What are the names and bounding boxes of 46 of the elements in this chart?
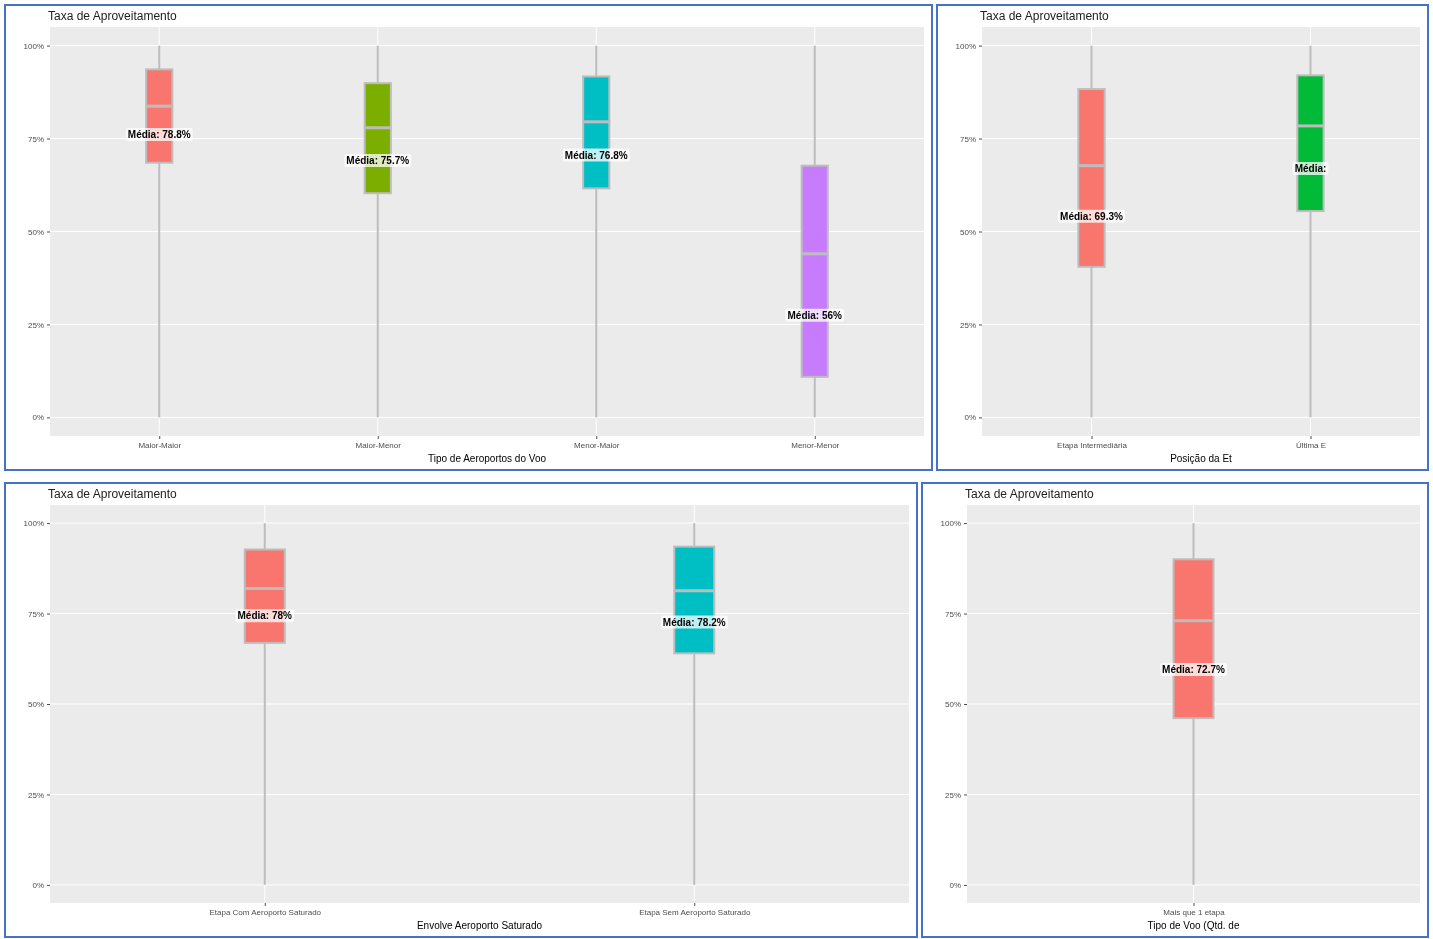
x-tick-label: Mais que 1 etapa bbox=[1163, 907, 1226, 917]
y-tick-label: 50% bbox=[959, 227, 976, 237]
y-tick-label: 100% bbox=[940, 519, 961, 529]
x-tick-label: Menor-Menor bbox=[791, 440, 840, 450]
y-tick-label: 50% bbox=[944, 700, 961, 710]
x-axis-title: Envolve Aeroporto Saturado bbox=[416, 920, 543, 931]
y-tick-label: 0% bbox=[32, 413, 44, 423]
y-tick-label: 75% bbox=[959, 134, 976, 144]
y-tick-label: 25% bbox=[27, 320, 44, 330]
y-tick-label: 100% bbox=[23, 519, 44, 529]
y-tick-label: 25% bbox=[959, 320, 976, 330]
y-tick-label: 100% bbox=[955, 41, 976, 51]
chart-title: Taxa de Aproveitamento bbox=[48, 9, 178, 23]
annotation: Média: 78% bbox=[237, 610, 293, 622]
y-tick-label: 100% bbox=[23, 41, 44, 51]
x-tick-label: Etapa Sem Aeroporto Saturado bbox=[639, 907, 751, 917]
annotation: Média: 69.3% bbox=[1060, 210, 1123, 222]
y-tick-label: 50% bbox=[27, 227, 44, 237]
annotation: Média: 76.8% bbox=[564, 149, 628, 161]
y-tick-label: 25% bbox=[944, 790, 961, 800]
annotation: Média: 78.8% bbox=[127, 128, 191, 140]
y-tick-label: 50% bbox=[27, 700, 44, 710]
chart-title: Taxa de Aproveitamento bbox=[48, 487, 178, 501]
y-tick-label: 0% bbox=[32, 880, 44, 890]
x-tick-label: Maior-Maior bbox=[138, 440, 182, 450]
annotation: Média: 72.7% bbox=[1162, 663, 1225, 675]
annotation: Média: bbox=[1294, 162, 1327, 174]
x-axis-title: Posição da Et bbox=[1170, 453, 1233, 464]
x-tick-label: Última E bbox=[1295, 440, 1327, 450]
x-tick-label: Etapa Com Aeroporto Saturado bbox=[209, 907, 322, 917]
y-tick-label: 0% bbox=[949, 880, 961, 890]
y-tick-label: 75% bbox=[27, 609, 44, 619]
x-tick-label: Etapa Intermediária bbox=[1057, 440, 1128, 450]
y-tick-label: 0% bbox=[964, 413, 976, 423]
x-axis-title: Tipo de Aeroportos do Voo bbox=[427, 453, 547, 464]
x-axis-title: Tipo de Voo (Qtd. de bbox=[1147, 920, 1240, 931]
x-tick-label: Menor-Maior bbox=[574, 440, 620, 450]
y-tick-label: 25% bbox=[27, 790, 44, 800]
annotation: Média: 56% bbox=[787, 309, 843, 321]
y-tick-label: 75% bbox=[944, 609, 961, 619]
chart-title: Taxa de Aproveitamento bbox=[965, 487, 1095, 501]
annotation: Média: 78.2% bbox=[662, 616, 726, 628]
y-tick-label: 75% bbox=[27, 134, 44, 144]
chart-title: Taxa de Aproveitamento bbox=[980, 9, 1110, 23]
annotation: Média: 75.7% bbox=[346, 154, 410, 166]
x-tick-label: Maior-Menor bbox=[355, 440, 402, 450]
